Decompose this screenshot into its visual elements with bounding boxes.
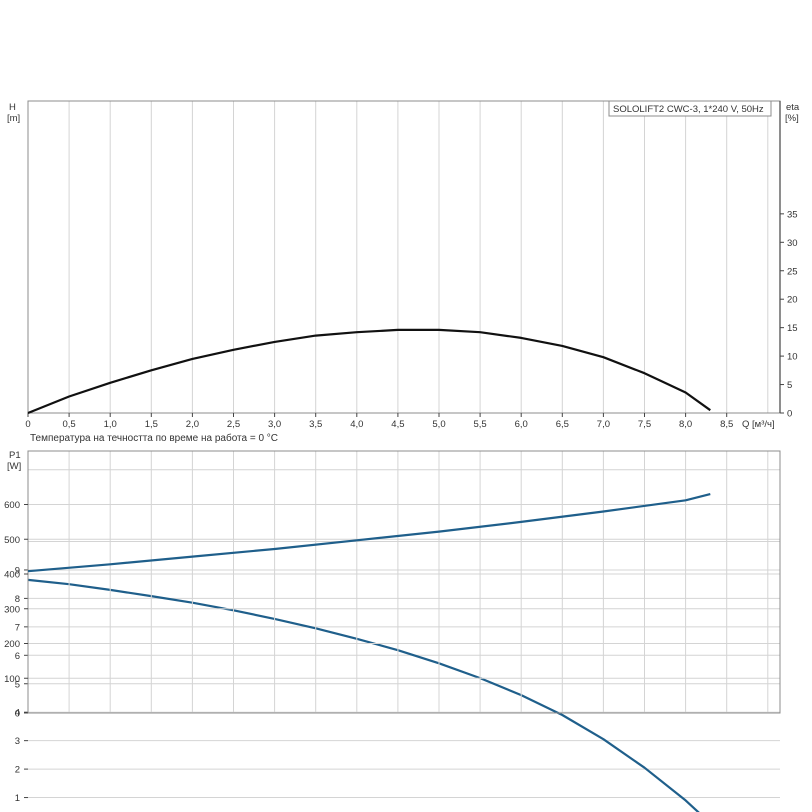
- y-tick-label: 1: [15, 793, 20, 804]
- y-tick-label: 500: [4, 535, 20, 546]
- y-tick-label: 4: [15, 708, 20, 719]
- y-tick-label: 600: [4, 500, 20, 511]
- power-curve: [27, 493, 711, 573]
- x-tick-label: 7,5: [638, 419, 651, 430]
- head-efficiency-chart: 0 1 2 3 4 5 6 7 8 9 0 5 10 15 20 25 30 35 0 0,5 1,0 1,5 2,0 2,5…: [7, 100, 800, 812]
- x-tick-label: 8,5: [720, 419, 733, 430]
- y2-tick-label: 35: [787, 209, 798, 220]
- chart-title-frame: [608, 100, 772, 117]
- y-axis-unit-p1: [W]: [7, 461, 21, 472]
- x-tick-label: 3,5: [309, 419, 322, 430]
- y-axis-label-h: H: [9, 102, 16, 113]
- x-tick-label: 0: [25, 419, 30, 430]
- x-tick-label: 1,5: [145, 419, 158, 430]
- x-tick-label: 6,0: [515, 419, 528, 430]
- head-chart-frame: [27, 100, 781, 414]
- y2-tick-label: 25: [787, 266, 798, 277]
- y2-tick-label: 5: [787, 380, 792, 391]
- y-tick-label: 400: [4, 570, 20, 581]
- power-chart-ticks: 0 100 200 300 400 500 600: [4, 500, 28, 720]
- x-tick-label: 3,0: [268, 419, 281, 430]
- y2-axis-label-eta: eta: [786, 102, 800, 113]
- power-chart-frame: [27, 450, 781, 714]
- y-tick-label: 3: [15, 736, 20, 747]
- y2-tick-label: 30: [787, 238, 798, 249]
- y-axis-label-p1: P1: [9, 450, 21, 461]
- x-tick-label: 5,0: [432, 419, 445, 430]
- y-tick-label: 5: [15, 679, 20, 690]
- head-curve: [27, 578, 700, 812]
- x-tick-label: 7,0: [597, 419, 610, 430]
- chart-title: SOLOLIFT2 CWC-3, 1*240 V, 50Hz: [613, 104, 764, 115]
- power-chart-series: [27, 493, 711, 573]
- y-tick-label: 100: [4, 674, 20, 685]
- x-tick-label: 6,5: [556, 419, 569, 430]
- power-chart-grid: [28, 451, 780, 713]
- y-axis-unit-h: [m]: [7, 113, 20, 124]
- y-tick-label: 6: [15, 651, 20, 662]
- y2-tick-label: 0: [787, 409, 792, 420]
- chart-title-box: SOLOLIFT2 CWC-3, 1*240 V, 50Hz: [608, 100, 772, 117]
- y2-axis-unit-eta: [%]: [785, 113, 799, 124]
- y-tick-label: 7: [15, 622, 20, 633]
- x-tick-label: 4,5: [391, 419, 404, 430]
- head-chart-grid: [28, 101, 780, 799]
- power-chart: 0 100 200 300 400 500 600 P1 [W]: [4, 450, 781, 720]
- x-tick-label: 2,0: [186, 419, 199, 430]
- y2-tick-label: 15: [787, 323, 798, 334]
- x-tick-label: 1,0: [104, 419, 117, 430]
- y-tick-label: 8: [15, 594, 20, 605]
- head-chart-ticks: 0 1 2 3 4 5 6 7 8 9 0 5 10 15 20 25 30 35 0 0,5 1,0 1,5 2,0 2,5…: [15, 101, 798, 804]
- x-axis-label-q: Q [м³/ч]: [742, 419, 775, 430]
- x-tick-label: 8,0: [679, 419, 692, 430]
- efficiency-curve: [27, 328, 711, 415]
- y-tick-label: 2: [15, 765, 20, 776]
- y-tick-label: 300: [4, 604, 20, 615]
- x-tick-label: 0,5: [62, 419, 75, 430]
- x-tick-label: 5,5: [473, 419, 486, 430]
- y2-tick-label: 10: [787, 352, 798, 363]
- y-tick-label: 9: [15, 565, 20, 576]
- y2-tick-label: 20: [787, 295, 798, 306]
- head-chart-series: [27, 328, 711, 812]
- x-tick-label: 2,5: [227, 419, 240, 430]
- x-tick-label: 4,0: [350, 419, 363, 430]
- y-tick-label: 0: [15, 709, 20, 720]
- y-tick-label: 200: [4, 639, 20, 650]
- temperature-note: Температура на течността по време на раб…: [30, 432, 278, 444]
